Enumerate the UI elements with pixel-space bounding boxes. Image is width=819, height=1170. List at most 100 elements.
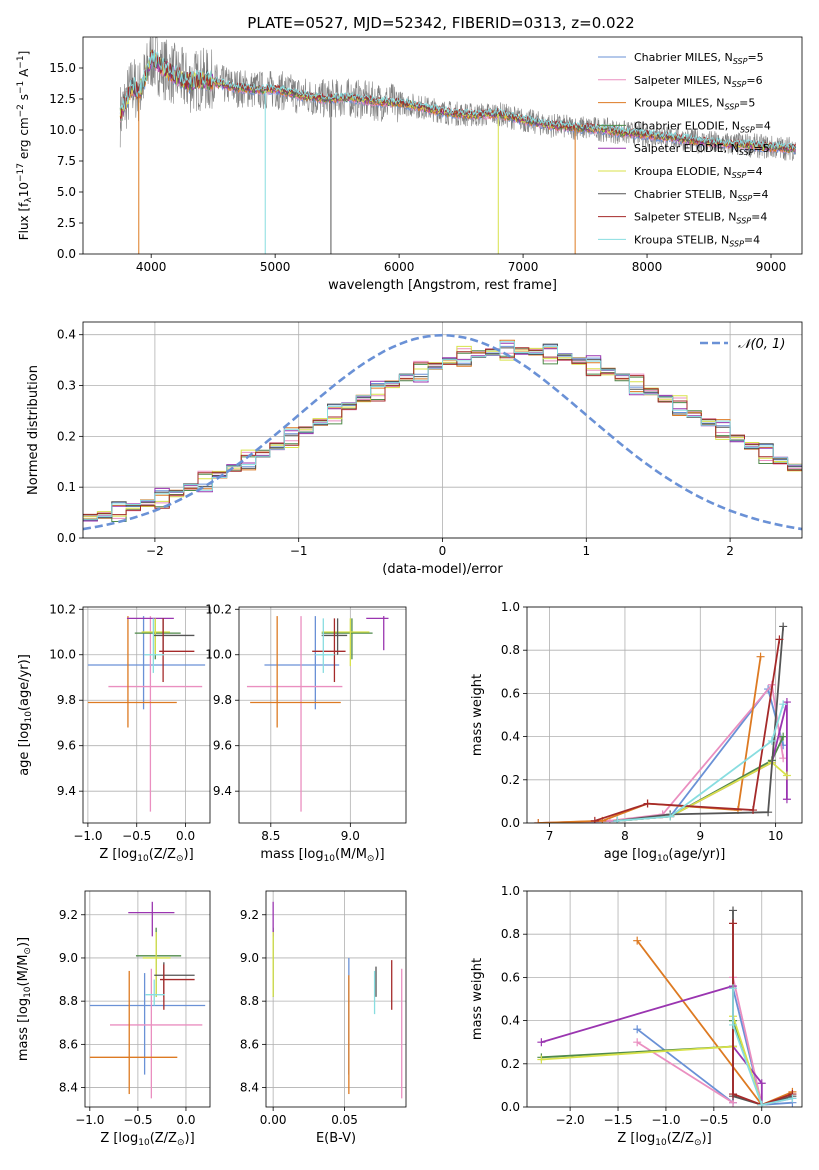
series-marker: [788, 1094, 797, 1103]
axes-frame: [82, 606, 211, 824]
y-tick-label: 10.2: [205, 602, 232, 616]
plot-area: [246, 616, 389, 812]
x-axis-label: mass [log10(M/M⊙)]: [260, 847, 384, 864]
label-part: Chabrier ELODIE, N: [634, 119, 740, 132]
label-part: 10: [324, 854, 336, 864]
mass-weight-vs-metallicity-chart: −2.0 −1.5 −1.0 −0.5 0.0 0.0 0.2 0.4 0.6 0.8 1.0 Z […: [470, 884, 803, 1148]
label-part: (age/yr)]: [668, 847, 725, 862]
y-axis-label: age [log10(age/yr)]: [17, 654, 34, 776]
y-tick-label: 0.4: [57, 328, 76, 342]
label-part: mass [log: [16, 998, 31, 1061]
series-marker: [590, 816, 599, 823]
x-tick-label: 8: [621, 829, 629, 843]
y-tick-label: 9.6: [57, 739, 76, 753]
y-tick-label: 10.2: [49, 602, 76, 616]
y-axis-label: mass weight: [470, 958, 485, 1040]
series-line: [594, 639, 781, 822]
label-part: =4: [746, 165, 762, 178]
label-part: Z [log: [617, 1131, 655, 1146]
y-tick-label: 0.8: [501, 927, 520, 941]
x-tick-label: −1.0: [75, 1113, 104, 1127]
mass-weight-series: [590, 635, 784, 823]
series-line: [541, 984, 763, 1105]
mass-weight-series: [633, 984, 797, 1107]
label-part: mass weight: [470, 958, 485, 1040]
y-tick-label: 0.4: [501, 730, 520, 744]
data-point: [87, 616, 177, 728]
label-part: erg cm: [17, 117, 31, 163]
axes-frame: [82, 36, 803, 255]
y-tick-label: 0.0: [501, 816, 520, 830]
data-point: [144, 618, 165, 673]
x-tick-label: −1: [290, 544, 308, 558]
label-part: =4: [755, 119, 771, 132]
mass-weight-series: [633, 936, 797, 1107]
label-part: 10: [657, 854, 669, 864]
y-tick-label: 0.2: [501, 1057, 520, 1071]
y-tick-label: 7.5: [57, 154, 76, 168]
label-part: )]: [702, 1131, 712, 1146]
data-point: [312, 618, 346, 683]
x-tick-label: 6000: [384, 260, 415, 274]
x-axis-label: Z [log10(Z/Z⊙)]: [99, 847, 193, 864]
x-tick-label: 0.05: [331, 1113, 358, 1127]
label-part: Z [log: [99, 847, 137, 862]
label-part: SSP: [740, 125, 755, 134]
label-part: SSP: [729, 239, 744, 248]
x-tick-label: 4000: [136, 260, 167, 274]
x-tick-label: 7000: [508, 260, 539, 274]
x-tick-label: 8000: [632, 260, 663, 274]
series-marker: [779, 622, 788, 631]
x-tick-label: −2.0: [556, 1113, 585, 1127]
x-tick-label: 0.0: [752, 1113, 771, 1127]
plot-area: [272, 901, 403, 1099]
legend-label: 𝒩(0, 1): [738, 337, 785, 352]
x-tick-label: −1.0: [651, 1113, 680, 1127]
series-marker: [767, 736, 776, 745]
label-part: mass [log: [260, 847, 323, 862]
data-point: [159, 618, 195, 683]
y-tick-label: 0.6: [501, 686, 520, 700]
y-tick-label: 9.4: [57, 784, 76, 798]
series-marker: [782, 795, 791, 804]
y-tick-label: 8.4: [59, 1081, 78, 1095]
y-tick-label: 12.5: [49, 92, 76, 106]
series-line: [732, 988, 793, 1106]
label-part: Kroupa MILES, N: [634, 97, 724, 110]
x-tick-label: −2: [146, 544, 164, 558]
y-tick-label: 0.6: [501, 970, 520, 984]
data-point: [87, 616, 206, 710]
legend-label: Kroupa MILES, NSSP=5: [634, 97, 755, 112]
y-tick-label: 8.6: [59, 1037, 78, 1051]
legend-label: Chabrier ELODIE, NSSP=4: [634, 119, 771, 134]
data-point: [321, 618, 373, 660]
y-tick-label: 10.0: [49, 648, 76, 662]
axes-frame: [265, 890, 407, 1108]
y-tick-label: 8.4: [240, 1081, 259, 1095]
y-axis-label: Flux [fλ10−17 erg cm−2 s−1 A−1]: [16, 51, 34, 241]
label-part: wavelength [Angstrom, rest frame]: [328, 278, 557, 293]
label-part: 10: [24, 711, 34, 723]
label-part: ]: [17, 51, 31, 56]
data-point: [142, 932, 171, 997]
age-vs-metallicity-chart: −1.0 −0.5 0.09.49.69.810.010.2Z [log10(Z/Z…: [17, 602, 211, 864]
series-marker: [779, 754, 788, 763]
series-marker: [749, 806, 758, 815]
series-line: [617, 701, 788, 822]
label-part: )]: [374, 847, 384, 862]
label-part: =6: [746, 74, 762, 87]
x-tick-label: 0.0: [176, 1113, 195, 1127]
label-part: (Z/Z: [149, 847, 176, 862]
label-part: (M/M: [335, 847, 367, 862]
series-marker: [729, 984, 738, 993]
x-axis-label: wavelength [Angstrom, rest frame]: [328, 278, 557, 293]
label-part: =5: [754, 142, 770, 155]
label-part: −1: [16, 55, 26, 68]
y-tick-label: 9.0: [240, 951, 259, 965]
data-point: [128, 901, 175, 937]
mass-weight-series: [534, 685, 788, 823]
y-tick-label: 1.0: [501, 884, 520, 898]
label-part: Chabrier STELIB, N: [634, 188, 738, 201]
